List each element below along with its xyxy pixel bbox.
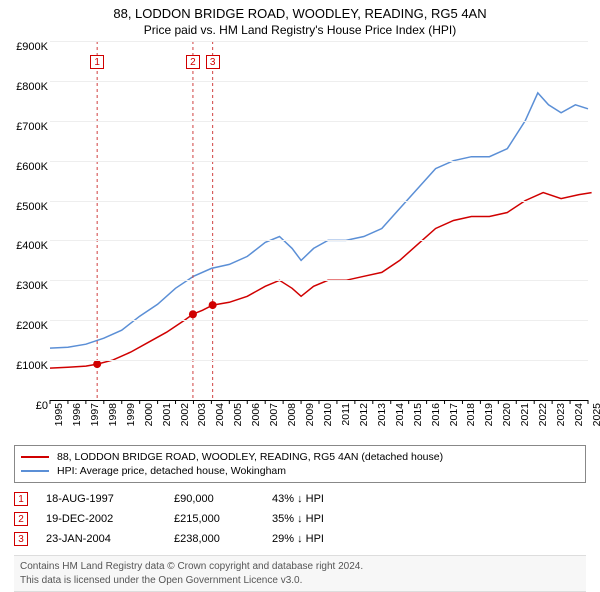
x-axis-labels: 1995 1996 1997 1998 1999 2000 2001 2002 2003 2004…: [50, 401, 588, 441]
transaction-diff: 43% ↓ HPI: [272, 493, 362, 505]
x-tick-label: 1999: [125, 403, 137, 426]
y-tick-label: £100K: [2, 360, 48, 372]
chart-title: 88, LODDON BRIDGE ROAD, WOODLEY, READING…: [0, 0, 600, 21]
y-tick-label: £0: [2, 400, 48, 412]
table-row: 3 23-JAN-2004 £238,000 29% ↓ HPI: [14, 529, 586, 549]
x-tick-label: 1996: [71, 403, 83, 426]
transaction-price: £238,000: [174, 533, 254, 545]
x-tick-label: 2002: [179, 403, 191, 426]
x-tick-label: 2006: [250, 403, 262, 426]
transaction-date: 23-JAN-2004: [46, 533, 156, 545]
transaction-date: 18-AUG-1997: [46, 493, 156, 505]
y-tick-label: £800K: [2, 81, 48, 93]
x-tick-label: 2009: [304, 403, 316, 426]
x-tick-label: 2000: [143, 403, 155, 426]
y-tick-label: £400K: [2, 240, 48, 252]
y-tick-label: £700K: [2, 121, 48, 133]
footer-line: Contains HM Land Registry data © Crown c…: [20, 560, 580, 574]
y-tick-label: £200K: [2, 320, 48, 332]
legend-item: HPI: Average price, detached house, Woki…: [21, 464, 579, 478]
series-hpi: [50, 93, 588, 348]
x-tick-label: 2017: [448, 403, 460, 426]
legend-label: 88, LODDON BRIDGE ROAD, WOODLEY, READING…: [57, 451, 443, 463]
legend-label: HPI: Average price, detached house, Woki…: [57, 465, 286, 477]
transaction-marker-icon: 2: [186, 55, 200, 69]
legend-swatch: [21, 456, 49, 458]
transaction-marker-icon: 1: [14, 492, 28, 506]
plot-svg: [50, 41, 588, 400]
x-tick-label: 2016: [430, 403, 442, 426]
x-tick-label: 2019: [483, 403, 495, 426]
x-tick-label: 2015: [412, 403, 424, 426]
table-row: 1 18-AUG-1997 £90,000 43% ↓ HPI: [14, 489, 586, 509]
x-tick-label: 2010: [322, 403, 334, 426]
transactions-table: 1 18-AUG-1997 £90,000 43% ↓ HPI 2 19-DEC…: [14, 489, 586, 549]
x-tick-label: 2005: [232, 403, 244, 426]
transaction-diff: 29% ↓ HPI: [272, 533, 362, 545]
x-tick-label: 2004: [214, 403, 226, 426]
transaction-marker-icon: 2: [14, 512, 28, 526]
x-tick-label: 2020: [501, 403, 513, 426]
x-tick-label: 2024: [573, 403, 585, 426]
y-tick-label: £900K: [2, 41, 48, 53]
transaction-marker-icon: 3: [206, 55, 220, 69]
chart-container: 88, LODDON BRIDGE ROAD, WOODLEY, READING…: [0, 0, 600, 590]
transaction-price: £215,000: [174, 513, 254, 525]
x-tick-label: 2018: [465, 403, 477, 426]
x-tick-label: 2007: [268, 403, 280, 426]
x-tick-label: 2013: [376, 403, 388, 426]
legend-swatch: [21, 470, 49, 472]
x-tick-label: 2003: [196, 403, 208, 426]
x-tick-label: 1998: [107, 403, 119, 426]
x-tick-label: 2021: [519, 403, 531, 426]
y-tick-label: £500K: [2, 201, 48, 213]
x-tick-label: 2008: [286, 403, 298, 426]
x-tick-label: 1995: [53, 403, 65, 426]
transaction-marker-icon: 1: [90, 55, 104, 69]
plot-area: £0£100K£200K£300K£400K£500K£600K£700K£80…: [50, 41, 588, 401]
x-tick-label: 1997: [89, 403, 101, 426]
legend-item: 88, LODDON BRIDGE ROAD, WOODLEY, READING…: [21, 450, 579, 464]
y-tick-label: £300K: [2, 280, 48, 292]
transaction-marker-icon: 3: [14, 532, 28, 546]
x-tick-label: 2023: [555, 403, 567, 426]
transaction-price: £90,000: [174, 493, 254, 505]
x-tick-label: 2011: [340, 403, 352, 426]
x-tick-label: 2025: [591, 403, 600, 426]
table-row: 2 19-DEC-2002 £215,000 35% ↓ HPI: [14, 509, 586, 529]
x-tick-label: 2012: [358, 403, 370, 426]
x-tick-label: 2022: [537, 403, 549, 426]
x-tick-label: 2014: [394, 403, 406, 426]
footer-line: This data is licensed under the Open Gov…: [20, 574, 580, 588]
transaction-diff: 35% ↓ HPI: [272, 513, 362, 525]
y-tick-label: £600K: [2, 161, 48, 173]
x-tick-label: 2001: [161, 403, 173, 426]
legend: 88, LODDON BRIDGE ROAD, WOODLEY, READING…: [14, 445, 586, 483]
attribution-footer: Contains HM Land Registry data © Crown c…: [14, 555, 586, 592]
chart-subtitle: Price paid vs. HM Land Registry's House …: [0, 21, 600, 41]
transaction-date: 19-DEC-2002: [46, 513, 156, 525]
